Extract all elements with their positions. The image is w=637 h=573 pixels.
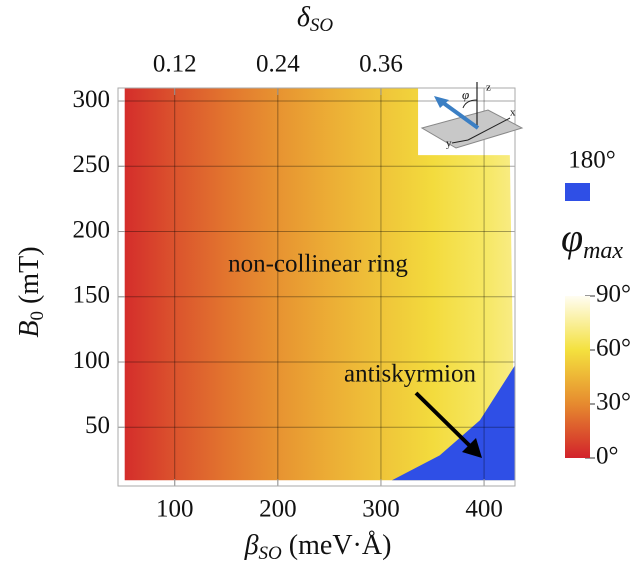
x2-tick-label: 0.12 bbox=[153, 51, 197, 78]
x2-tick-label: 0.36 bbox=[359, 51, 403, 78]
colorbar-title: φmax bbox=[561, 215, 623, 263]
y-tick-label: 300 bbox=[73, 86, 111, 113]
y-tick-label: 150 bbox=[73, 282, 111, 309]
inset-label: φ bbox=[462, 87, 469, 102]
colorbar-tick-label: 30° bbox=[596, 389, 631, 416]
y-tick-label: 250 bbox=[73, 151, 111, 178]
colorbar-tick-label: 90° bbox=[596, 281, 631, 308]
x-tick-label: 400 bbox=[465, 496, 503, 523]
annotation: antiskyrmion bbox=[344, 361, 476, 388]
overflow-label: 180° bbox=[568, 147, 616, 174]
x-tick-label: 300 bbox=[362, 496, 400, 523]
annotation: non-collinear ring bbox=[228, 251, 408, 278]
x-axis-label: βSO (meV·Å) bbox=[244, 530, 392, 564]
inset-plane bbox=[422, 110, 522, 148]
inset: z y x φ bbox=[422, 82, 522, 150]
x2-tick-label: 0.24 bbox=[256, 51, 300, 78]
x-tick-label: 200 bbox=[259, 496, 297, 523]
chart: βSO (meV·Å) δSO B0 (mT) φmax 180° z y x … bbox=[0, 0, 637, 573]
y-tick-label: 100 bbox=[73, 347, 111, 374]
inset-label: y bbox=[446, 138, 452, 150]
inset-label: z bbox=[486, 82, 491, 94]
x-tick-label: 100 bbox=[156, 496, 194, 523]
colorbar-tick-label: 60° bbox=[596, 335, 631, 362]
x2-axis-label: δSO bbox=[297, 2, 334, 36]
colorbar-tick-label: 0° bbox=[596, 443, 619, 470]
y-tick-label: 200 bbox=[73, 216, 111, 243]
overflow-swatch bbox=[565, 183, 590, 201]
colorbar bbox=[565, 296, 590, 458]
y-axis-label: B0 (mT) bbox=[14, 246, 48, 337]
inset-label: x bbox=[510, 107, 516, 119]
y-tick-label: 50 bbox=[85, 412, 110, 439]
